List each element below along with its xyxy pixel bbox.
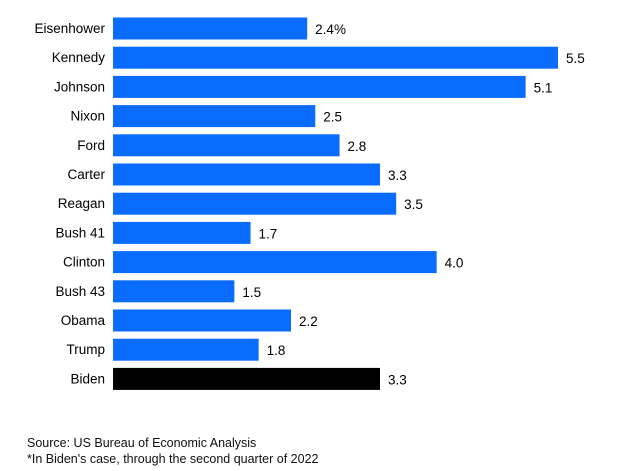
value-label-eisenhower: 2.4% — [315, 22, 346, 37]
footnote: *In Biden's case, through the second qua… — [27, 452, 319, 466]
category-label-reagan: Reagan — [58, 196, 105, 211]
value-label-carter: 3.3 — [388, 168, 407, 183]
value-label-trump: 1.8 — [267, 343, 286, 358]
bar-ford — [113, 134, 340, 157]
category-label-kennedy: Kennedy — [52, 50, 106, 65]
bar-carter — [113, 163, 380, 186]
bar-kennedy — [113, 46, 558, 69]
value-label-obama: 2.2 — [299, 314, 318, 329]
bar-trump — [113, 338, 259, 361]
value-label-clinton: 4.0 — [445, 256, 464, 271]
bar-clinton — [113, 251, 437, 274]
category-label-trump: Trump — [66, 342, 105, 357]
bar-johnson — [113, 75, 526, 98]
value-label-reagan: 3.5 — [404, 197, 423, 212]
bar-biden — [113, 367, 380, 390]
category-label-nixon: Nixon — [70, 109, 105, 124]
bar-chart: Eisenhower 2.4% Kennedy 5.5 Johnson 5.1 Nixon 2… — [34, 17, 585, 390]
category-label-bush-41: Bush 41 — [55, 225, 105, 240]
category-label-carter: Carter — [67, 167, 105, 182]
value-label-nixon: 2.5 — [323, 110, 342, 125]
bar-nixon — [113, 105, 316, 128]
category-label-obama: Obama — [61, 313, 106, 328]
source-note: Source: US Bureau of Economic Analysis — [27, 436, 257, 450]
bar-bush-41 — [113, 221, 251, 244]
value-label-kennedy: 5.5 — [566, 51, 585, 66]
category-label-bush-43: Bush 43 — [55, 284, 105, 299]
value-label-bush-41: 1.7 — [259, 226, 278, 241]
value-label-ford: 2.8 — [348, 139, 367, 154]
value-label-johnson: 5.1 — [534, 80, 553, 95]
category-label-clinton: Clinton — [63, 255, 105, 270]
bar-bush-43 — [113, 280, 235, 303]
bar-eisenhower — [113, 17, 308, 40]
bar-reagan — [113, 192, 397, 215]
category-label-eisenhower: Eisenhower — [34, 21, 105, 36]
category-label-johnson: Johnson — [54, 79, 105, 94]
value-label-biden: 3.3 — [388, 372, 407, 387]
category-label-biden: Biden — [70, 371, 105, 386]
value-label-bush-43: 1.5 — [242, 285, 261, 300]
category-label-ford: Ford — [77, 138, 105, 153]
bar-obama — [113, 309, 291, 332]
